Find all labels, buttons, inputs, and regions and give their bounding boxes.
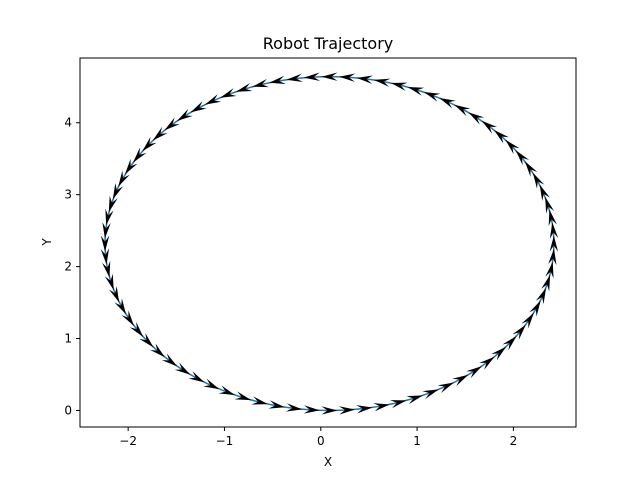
x-tick-label: −2: [119, 434, 137, 448]
heading-arrow: [548, 209, 557, 227]
heading-arrow: [452, 374, 469, 387]
heading-arrow: [422, 389, 439, 400]
heading-arrow: [391, 82, 408, 91]
x-tick-label: 0: [317, 434, 325, 448]
heading-arrow: [423, 92, 441, 102]
heading-arrow: [104, 273, 114, 291]
heading-arrow: [100, 248, 110, 265]
heading-arrow: [188, 371, 205, 383]
heading-arrow: [114, 298, 127, 315]
heading-arrow: [118, 170, 130, 187]
heading-arrow: [269, 75, 286, 85]
y-tick-label: 2: [64, 260, 72, 274]
heading-arrow: [521, 312, 534, 329]
y-tick-label: 0: [64, 403, 72, 417]
heading-arrow: [515, 150, 530, 166]
heading-arrow: [139, 333, 154, 348]
heading-arrow: [549, 235, 559, 252]
heading-arrow: [190, 101, 207, 113]
y-tick-label: 3: [64, 188, 72, 202]
heading-arrow: [108, 286, 120, 303]
heading-arrow: [338, 406, 356, 415]
x-tick-label: 2: [510, 434, 518, 448]
chart-title: Robot Trajectory: [263, 34, 394, 53]
heading-arrow: [161, 353, 178, 367]
x-axis-label: X: [324, 455, 332, 469]
heading-arrow: [481, 120, 498, 134]
heading-arrow: [286, 73, 303, 82]
heading-arrow: [285, 403, 303, 412]
heading-arrow: [112, 182, 124, 200]
y-axis: 0 1 2 3 4: [64, 116, 80, 417]
heading-arrow: [541, 274, 551, 292]
heading-arrow: [142, 136, 157, 152]
heading-arrow: [268, 400, 285, 409]
x-axis: −2 −1 0 1 2: [119, 427, 517, 448]
heading-arrow: [152, 126, 168, 141]
heading-arrow: [235, 83, 253, 92]
heading-arrow: [524, 161, 538, 177]
heading-arrow: [466, 366, 482, 379]
heading-arrow: [218, 385, 236, 396]
heading-arrow: [479, 356, 495, 370]
axes-frame: [79, 57, 577, 428]
x-tick-label: −1: [216, 434, 234, 448]
heading-arrow: [176, 108, 193, 121]
heading-arrow: [505, 139, 520, 155]
heading-arrow: [129, 321, 144, 337]
heading-arrow: [174, 362, 191, 375]
heading-arrow: [535, 287, 547, 305]
x-tick-label: 1: [413, 434, 421, 448]
heading-arrow: [150, 343, 165, 358]
heading-arrow: [251, 396, 268, 405]
heading-arrow: [373, 78, 391, 87]
heading-arrow: [102, 222, 111, 239]
heading-arrow: [407, 87, 425, 96]
heading-arrow: [468, 112, 485, 125]
heading-arrow: [121, 310, 135, 326]
heading-arrow: [124, 158, 138, 175]
heading-arrow: [102, 260, 111, 278]
y-axis-label: Y: [40, 238, 54, 247]
heading-arrow: [220, 88, 237, 98]
heading-arrow: [539, 184, 550, 202]
heading-arrow: [512, 324, 526, 340]
heading-arrow: [545, 261, 554, 279]
heading-arrow: [356, 405, 373, 414]
heading-arrow: [439, 97, 456, 109]
heading-arrow: [203, 378, 220, 390]
heading-arrow: [303, 405, 320, 414]
heading-arrow: [494, 129, 509, 144]
heading-arrow: [491, 346, 507, 361]
heading-arrow: [548, 248, 557, 266]
heading-arrow: [532, 172, 545, 189]
heading-arrow: [321, 406, 338, 415]
heading-arrow: [373, 403, 390, 412]
heading-arrow: [529, 300, 541, 317]
heading-arrow: [108, 195, 118, 213]
heading-arrow: [454, 104, 471, 117]
heading-arrow: [545, 197, 555, 214]
heading-arrow: [252, 78, 269, 88]
heading-arrow: [105, 208, 114, 226]
heading-arrow: [437, 382, 454, 394]
heading-arrow: [303, 72, 321, 81]
heading-arrow: [549, 222, 559, 239]
plot-area: [100, 72, 559, 415]
heading-arrow: [321, 72, 338, 81]
heading-arrow: [204, 94, 222, 105]
heading-arrow: [164, 117, 180, 131]
y-tick-label: 1: [64, 332, 72, 346]
y-tick-label: 4: [64, 116, 72, 130]
heading-arrow: [390, 400, 407, 409]
heading-arrow: [339, 73, 356, 82]
heading-arrow: [502, 335, 517, 351]
heading-arrow: [133, 147, 147, 163]
heading-arrow: [234, 391, 252, 401]
heading-arrow: [100, 235, 110, 252]
heading-arrow: [356, 75, 373, 84]
heading-arrow: [406, 395, 423, 405]
